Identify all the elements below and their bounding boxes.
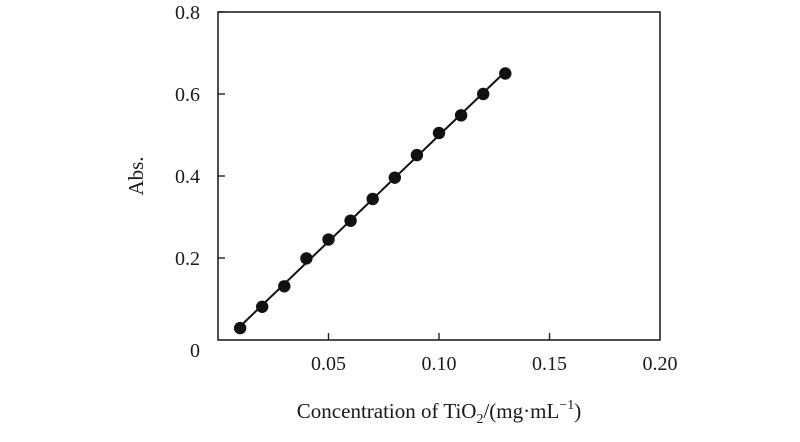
data-point bbox=[432, 126, 446, 140]
x-tick-label: 0.10 bbox=[422, 353, 457, 375]
y-tick-label: 0.4 bbox=[175, 166, 200, 188]
data-points bbox=[233, 67, 512, 335]
x-axis-title-superscript: −1 bbox=[559, 398, 574, 413]
y-tick-label: 0 bbox=[190, 340, 200, 362]
data-point bbox=[454, 109, 468, 122]
data-point bbox=[300, 252, 313, 265]
x-tick-label: 0.20 bbox=[643, 353, 678, 375]
data-point bbox=[256, 300, 269, 313]
y-tick-label: 0.8 bbox=[175, 2, 200, 24]
data-point bbox=[388, 171, 401, 184]
y-axis-title: Abs. bbox=[124, 156, 148, 195]
data-point bbox=[344, 214, 357, 227]
x-axis-title-subscript: 2 bbox=[476, 412, 483, 427]
data-point bbox=[366, 192, 379, 206]
data-point bbox=[410, 148, 424, 162]
data-point bbox=[499, 67, 512, 80]
y-tick-label: 0.2 bbox=[175, 248, 200, 270]
data-point bbox=[278, 280, 291, 293]
x-ticks: 0.05 0.10 0.15 0.20 bbox=[311, 333, 678, 375]
y-tick-label: 0.6 bbox=[175, 84, 200, 106]
y-ticks: 0 0.2 0.4 0.6 0.8 bbox=[175, 2, 225, 362]
x-axis-title: Concentration of TiO2/(mg·mL−1) bbox=[297, 398, 581, 427]
x-axis-title-prefix: Concentration of TiO bbox=[297, 399, 477, 423]
x-axis-title-middle: /(mg·mL bbox=[483, 399, 559, 423]
x-tick-label: 0.15 bbox=[532, 353, 567, 375]
data-point bbox=[322, 233, 335, 246]
x-tick-label: 0.05 bbox=[311, 353, 346, 375]
data-point bbox=[477, 87, 490, 101]
x-axis-title-suffix: ) bbox=[574, 399, 581, 423]
data-point bbox=[233, 321, 247, 335]
